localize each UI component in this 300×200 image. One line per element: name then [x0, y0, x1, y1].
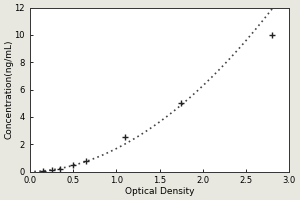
Y-axis label: Concentration(ng/mL): Concentration(ng/mL) [4, 40, 13, 139]
X-axis label: Optical Density: Optical Density [125, 187, 194, 196]
